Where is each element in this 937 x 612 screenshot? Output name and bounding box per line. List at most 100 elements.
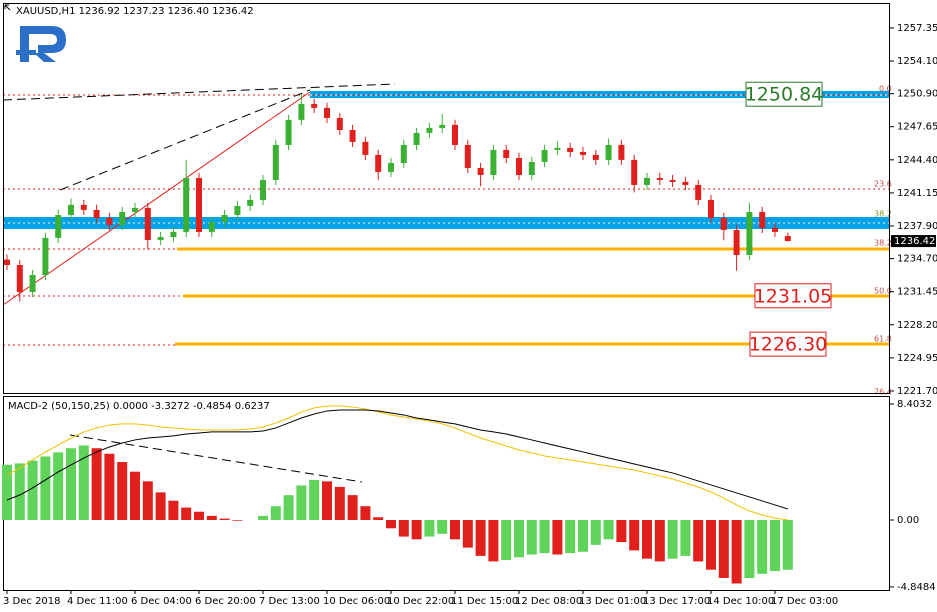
candle-body	[452, 124, 458, 145]
level-label: 1231.05	[754, 285, 833, 307]
macd-bar	[552, 520, 563, 555]
macd-bar	[53, 452, 64, 521]
candle-body	[42, 237, 49, 275]
candle-body	[234, 205, 241, 216]
x-tick-label: 11 Dec 15:00	[451, 596, 518, 607]
candle-body	[516, 157, 522, 175]
candle-body	[554, 147, 561, 150]
macd-bar	[514, 520, 524, 558]
level-label: 1250.84	[745, 84, 824, 106]
candle-body	[464, 144, 471, 168]
x-tick-label: 13 Dec 01:00	[579, 596, 646, 607]
x-tick-label: 3 Dec 2018	[3, 596, 61, 607]
candle-body	[772, 227, 778, 232]
candle-body	[272, 144, 279, 180]
candle-body	[260, 179, 266, 200]
x-tick-label: 13 Dec 17:00	[643, 596, 710, 607]
macd-bar	[66, 448, 76, 521]
macd-bar	[2, 464, 12, 521]
macd-trend-line	[69, 434, 363, 483]
macd-bar	[168, 500, 179, 521]
macd-bar	[117, 462, 128, 521]
macd-bar	[642, 520, 652, 559]
macd-bar	[680, 520, 691, 556]
fib-label: 0.0	[879, 85, 892, 94]
candle-body	[106, 217, 113, 225]
candle-body	[439, 124, 446, 128]
candle-body	[580, 151, 586, 155]
y-tick-label: 8.4032	[897, 399, 932, 410]
macd-bar	[424, 520, 435, 537]
candle-body	[298, 103, 305, 120]
candle-body	[695, 184, 702, 200]
macd-bar	[232, 520, 243, 521]
x-tick-label: 10 Dec 06:00	[323, 596, 390, 607]
macd-bar	[654, 520, 665, 562]
macd-bar	[40, 456, 51, 521]
candle-body	[477, 167, 484, 175]
candle-body	[183, 177, 190, 232]
candle-body	[682, 181, 689, 185]
candle-body	[349, 129, 356, 142]
macd-bar	[181, 507, 192, 521]
trend-line	[2, 83, 396, 101]
candle-body	[336, 117, 343, 130]
macd-bar	[386, 520, 396, 529]
signal-line	[6, 405, 788, 521]
macd-bar	[206, 515, 217, 521]
x-tick-label: 12 Dec 08:00	[515, 596, 582, 607]
macd-bar	[322, 481, 332, 521]
fib-label: 76.4	[874, 388, 892, 397]
candle-body	[746, 211, 753, 256]
macd-bar	[334, 486, 345, 521]
macd-bar	[398, 520, 409, 537]
macd-bar	[616, 520, 627, 543]
macd-bar	[539, 520, 550, 554]
candle-body	[618, 144, 625, 160]
candle-body	[55, 215, 62, 238]
macd-bar	[373, 517, 384, 521]
y-tick-label: 1237.90	[897, 221, 937, 232]
fib-label: 61.8	[874, 335, 892, 344]
candle-body	[247, 199, 254, 206]
x-tick-label: 17 Dec 03:00	[771, 596, 838, 607]
x-tick-label: 6 Dec 20:00	[195, 596, 256, 607]
candle-body	[669, 179, 676, 182]
candle-body	[503, 149, 510, 158]
macd-bar	[475, 520, 486, 556]
macd-bar	[130, 471, 140, 521]
candle-body	[490, 149, 497, 175]
level-box	[745, 81, 823, 107]
macd-bar	[718, 520, 729, 578]
candle-body	[413, 132, 420, 145]
candle-body	[426, 127, 433, 133]
fib-label: 38.2	[874, 239, 892, 248]
y-tick-label: 1231.45	[897, 287, 937, 298]
macd-bar	[526, 520, 537, 555]
macd-bar	[14, 463, 25, 521]
macd-bar	[194, 511, 204, 521]
y-tick-label: 1234.70	[897, 254, 937, 265]
price-tag-label: 1236.42	[894, 236, 935, 247]
y-tick-label: 0.00	[897, 515, 919, 526]
y-tick-label: 1247.65	[897, 122, 937, 133]
fib-label: 38.2	[874, 210, 892, 219]
window-icon	[4, 4, 11, 11]
candle-body	[170, 231, 177, 237]
candle-body	[80, 204, 87, 210]
macd-bar	[757, 520, 768, 574]
y-tick-label: -4.8484	[897, 582, 936, 593]
y-tick-label: 1244.40	[897, 155, 937, 166]
candle-body	[119, 211, 126, 225]
level-box	[749, 331, 827, 357]
macd-bar	[91, 448, 102, 521]
x-tick-label: 6 Dec 04:00	[131, 596, 192, 607]
macd-bar	[309, 479, 320, 521]
macd-bar	[219, 518, 230, 521]
macd-bar	[590, 520, 601, 545]
candle-body	[132, 207, 138, 212]
candle-body	[759, 211, 766, 228]
candle-body	[4, 259, 10, 266]
macd-bar	[744, 520, 755, 578]
